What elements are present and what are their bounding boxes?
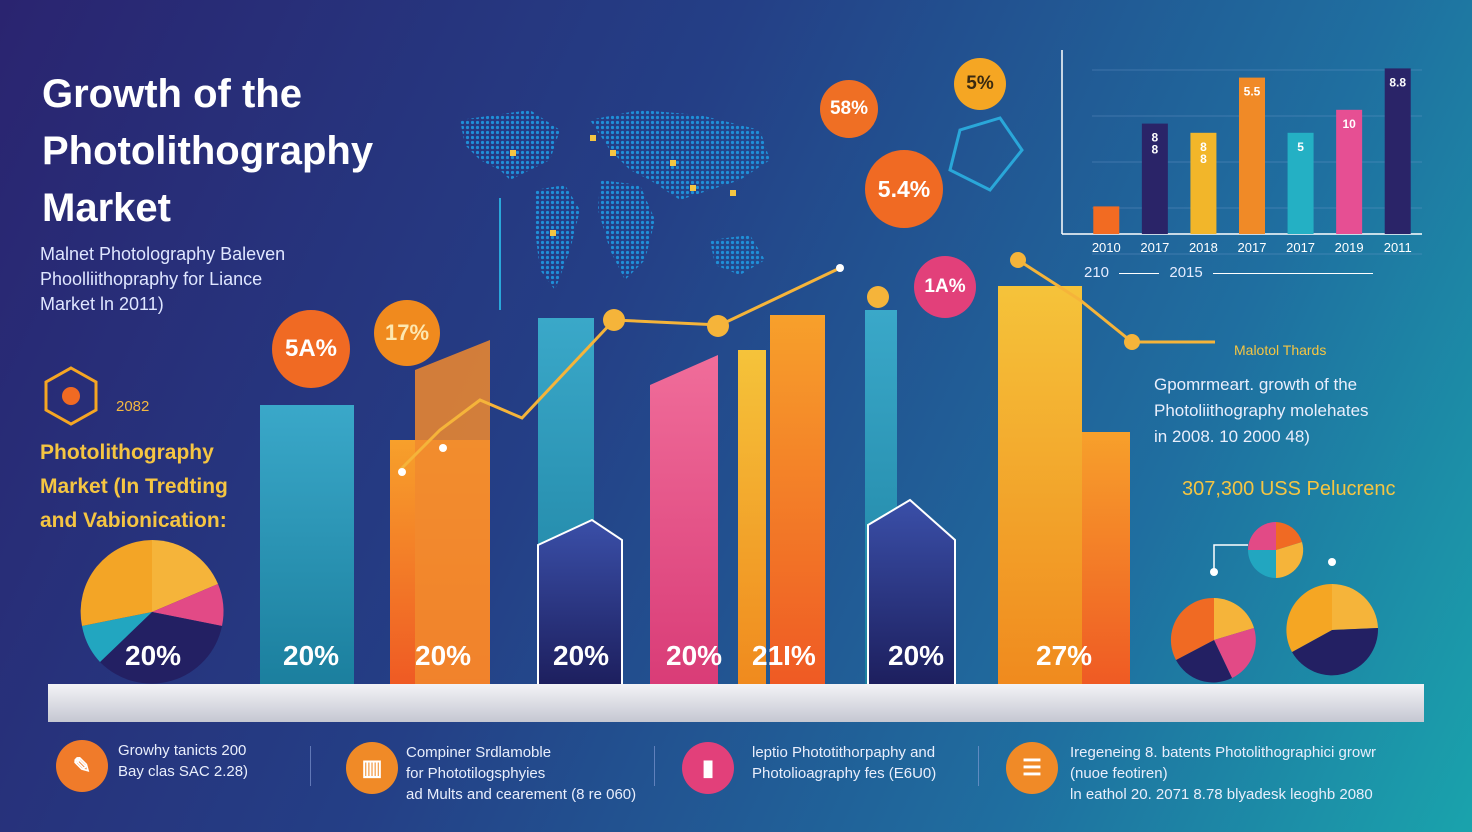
pen-icon: ✎ bbox=[56, 740, 108, 792]
left-heading-line-1: Photolithography bbox=[40, 441, 214, 464]
subtitle: Malnet Photologrаphy Baleven Phoolliitho… bbox=[40, 242, 340, 317]
mini-x-tick: 2010 bbox=[1092, 240, 1121, 255]
mini-x-tick: 2011 bbox=[1384, 240, 1412, 255]
trends-line-2: Photoliithоgraphy molehates bbox=[1154, 401, 1369, 420]
trends-line-3: in 2008. 10 2000 48) bbox=[1154, 427, 1310, 446]
footer-2-line-1: Compiner Srdlamoble bbox=[406, 744, 552, 761]
bar-label-3: 20% bbox=[553, 640, 610, 671]
left-heading-line-3: and Vabionication: bbox=[40, 509, 227, 532]
main-bar-5 bbox=[738, 350, 766, 685]
footer-item-1: ✎ Growhy tanicts 200 Bay clas SAC 2.28) bbox=[56, 740, 248, 792]
bar-label-7: 27% bbox=[1036, 640, 1093, 671]
chart-icon: ▮ bbox=[682, 742, 734, 794]
page-title: Growth of the Photolithography Market bbox=[42, 66, 442, 237]
bar-label-5: 21I% bbox=[752, 640, 816, 671]
mini-bar-data-label: 5.5 bbox=[1244, 85, 1261, 99]
footer-divider bbox=[978, 746, 979, 786]
mini-bar bbox=[1336, 109, 1363, 234]
footer-2-line-2: for Phototilogsphyies bbox=[406, 765, 546, 782]
mini-x-tick: 2017 bbox=[1238, 240, 1267, 255]
bar-label-6: 20% bbox=[888, 640, 945, 671]
mini-x-tick: 2017 bbox=[1140, 240, 1169, 255]
mini-bar bbox=[1384, 68, 1411, 235]
footer-2-line-3: ad Mults and cearement (8 re 060) bbox=[406, 786, 637, 803]
left-heading: Photolithography Market (In Tredting and… bbox=[40, 436, 300, 538]
bubble-3: 58% bbox=[820, 80, 878, 138]
mini-bar-data-label: 8 bbox=[1200, 140, 1207, 154]
mini-bar bbox=[1093, 206, 1120, 234]
mini-bar bbox=[1287, 132, 1314, 234]
mini-x-tick: 2019 bbox=[1335, 240, 1364, 255]
usd-value: 307,300 USS Pelucrenc bbox=[1182, 478, 1396, 500]
mini-x-tick: 2017 bbox=[1286, 240, 1315, 255]
mini-axis-note: 210 2015 bbox=[1084, 264, 1373, 281]
bar-label-2: 20% bbox=[415, 640, 472, 671]
subtitle-line-1: Malnet Photologrаphy Baleven bbox=[40, 244, 286, 264]
mini-bar-data-label: 5 bbox=[1297, 140, 1304, 154]
right-pie-chart-2 bbox=[1286, 583, 1379, 676]
footer-4-line-1: Iregeneing 8. batents Photolithographici… bbox=[1070, 744, 1377, 761]
footer-item-3: ▮ leptio Phototithoграphy and Photolioаg… bbox=[682, 742, 936, 794]
subtitle-line-3: Market ln 2011) bbox=[40, 294, 164, 314]
footer-3-line-2: Photolioаgraphy fes (E6U0) bbox=[752, 765, 937, 782]
bar-label-4: 20% bbox=[666, 640, 723, 671]
bubble-2: 17% bbox=[374, 300, 440, 366]
bubble-6: 1A% bbox=[914, 256, 976, 318]
year-label: 2082 bbox=[116, 398, 150, 415]
mini-bar-data-label: 8.8 bbox=[1389, 75, 1406, 89]
hex-badge-icon bbox=[44, 366, 98, 426]
left-pie-chart bbox=[80, 540, 224, 684]
mini-axis-note-1: 210 bbox=[1084, 264, 1110, 281]
base-platform bbox=[48, 684, 1424, 722]
mini-x-tick: 2018 bbox=[1189, 240, 1218, 255]
mini-bar-data-label: 8 bbox=[1152, 143, 1159, 157]
mini-bar-chart: 2010 20178820188820175.52017520191020118.… bbox=[1061, 50, 1422, 255]
trends-text: Gpomrmeart. growth of the Photoliithоgra… bbox=[1154, 372, 1454, 450]
world-map-icon bbox=[460, 110, 770, 310]
footer-4-line-3: ln eathol 20. 2071 8.78 blyadesk leoghb … bbox=[1070, 786, 1373, 803]
title-line-1: Growth of the bbox=[42, 72, 302, 116]
footer-divider bbox=[310, 746, 311, 786]
trends-title: Malotol Thards bbox=[1234, 342, 1327, 358]
title-line-2: Photolithography bbox=[42, 129, 374, 173]
mini-bar bbox=[1239, 77, 1265, 234]
subtitle-line-2: Phoolliithoрraphy fоr Liance bbox=[40, 269, 263, 289]
main-bar-4 bbox=[650, 355, 718, 685]
footer-1-line-2: Bay clas SAC 2.28) bbox=[118, 763, 249, 780]
mini-axis-note-2: 2015 bbox=[1169, 264, 1203, 281]
bubble-1: 5A% bbox=[272, 310, 350, 388]
bubble-5: 5.4% bbox=[865, 150, 943, 228]
footer-3-line-1: leptio Phototithoграphy and bbox=[752, 744, 936, 761]
main-bar-1 bbox=[260, 405, 354, 685]
book-icon: ▥ bbox=[346, 742, 398, 794]
left-heading-line-2: Market (In Tredting bbox=[40, 475, 228, 498]
mini-bar-data-label: 10 bbox=[1342, 117, 1356, 131]
footer-divider bbox=[654, 746, 655, 786]
bubble-4: 5% bbox=[954, 58, 1006, 110]
bar-label-1: 20% bbox=[283, 640, 340, 671]
right-pie-chart-3 bbox=[1248, 522, 1304, 578]
main-bar-8 bbox=[998, 286, 1082, 685]
main-bar-9 bbox=[1082, 432, 1130, 685]
footer-4-line-2: (nuoe feotiren) bbox=[1070, 765, 1168, 782]
main-bar-6 bbox=[770, 315, 825, 685]
footer-1-line-1: Growhy tanicts 200 bbox=[118, 742, 247, 759]
mini-bar-data-label: 8 bbox=[1152, 131, 1159, 145]
trends-line-1: Gpomrmeart. growth of the bbox=[1154, 375, 1358, 394]
right-pie-chart-1 bbox=[1170, 597, 1256, 683]
mini-bar bbox=[1141, 123, 1168, 234]
mini-bar-data-label: 8 bbox=[1200, 152, 1207, 166]
pie-percent-label: 20% bbox=[125, 640, 182, 671]
title-line-3: Market bbox=[42, 186, 171, 230]
mini-bar bbox=[1190, 132, 1217, 234]
footer-item-2: ▥ Compiner Srdlamoble for Phototilogsphy… bbox=[346, 742, 636, 805]
footer-item-4: ☰ Iregeneing 8. batents Photolithographi… bbox=[1006, 742, 1376, 805]
database-icon: ☰ bbox=[1006, 742, 1058, 794]
